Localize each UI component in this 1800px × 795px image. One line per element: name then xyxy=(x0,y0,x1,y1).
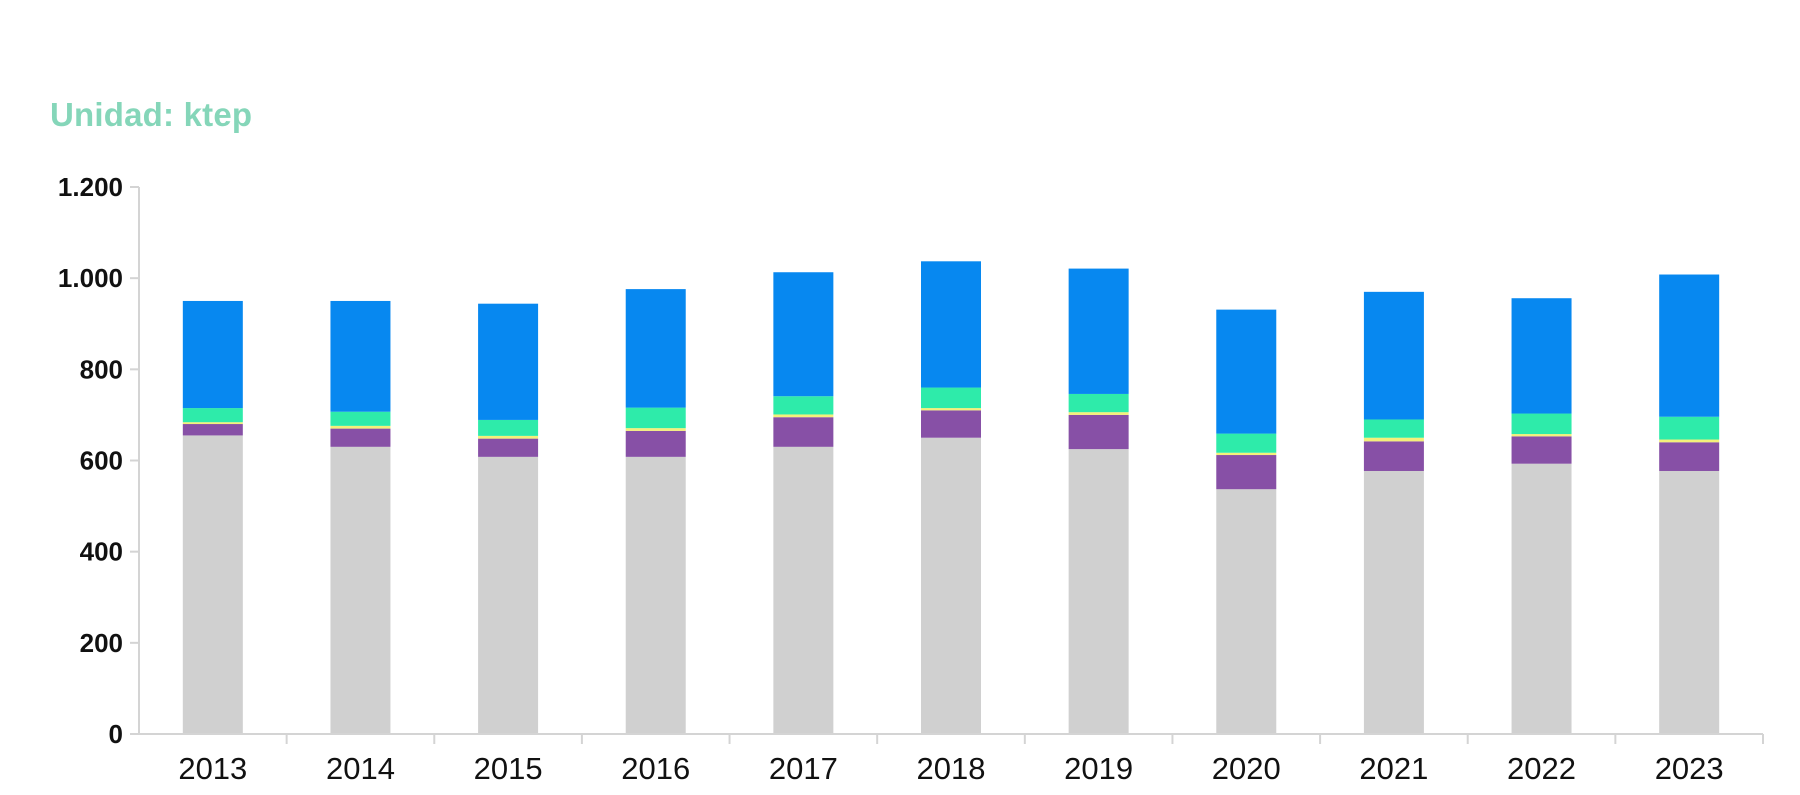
bar-segment-2020-series-3 xyxy=(1216,452,1277,456)
bar-segment-2021-series-3 xyxy=(1363,437,1424,442)
y-tick-label: 1.200 xyxy=(58,172,123,202)
bar-segment-2017-series-5 xyxy=(773,272,834,397)
x-tick-label: 2021 xyxy=(1359,751,1428,786)
x-tick-label: 2018 xyxy=(917,751,986,786)
x-tick-label: 2022 xyxy=(1507,751,1576,786)
y-tick-label: 200 xyxy=(80,628,123,658)
bar-segment-2023-series-4 xyxy=(1659,416,1720,440)
bar-segment-2016-series-5 xyxy=(625,289,686,408)
bar-segment-2021-series-5 xyxy=(1363,291,1424,420)
bar-segment-2016-series-2 xyxy=(625,430,686,457)
y-tick-label: 400 xyxy=(80,537,123,567)
bar-segment-2016-series-4 xyxy=(625,407,686,429)
bar-segment-2013-series-4 xyxy=(182,408,243,423)
bar-segment-2022-series-4 xyxy=(1511,413,1572,435)
y-tick-label: 0 xyxy=(109,719,123,749)
bar-segment-2018-series-2 xyxy=(921,410,981,438)
bars-group xyxy=(182,261,1720,734)
bar-segment-2020-series-5 xyxy=(1216,309,1277,434)
bar-segment-2014-series-3 xyxy=(330,425,391,429)
bar-segment-2018-series-4 xyxy=(921,387,981,409)
bar-segment-2017-series-3 xyxy=(773,414,834,418)
bar-segment-2016-series-3 xyxy=(625,428,686,431)
bar-segment-2019-series-2 xyxy=(1068,414,1129,450)
bar-segment-2017-series-4 xyxy=(773,396,834,415)
unit-label: Unidad: ktep xyxy=(50,96,253,133)
bar-segment-2021-series-2 xyxy=(1363,441,1424,471)
bar-segment-2020-series-2 xyxy=(1216,455,1277,490)
bar-segment-2021-series-4 xyxy=(1363,419,1424,438)
y-tick-label: 1.000 xyxy=(58,263,123,293)
bar-segment-2022-series-2 xyxy=(1511,436,1572,464)
bar-segment-2019-series-3 xyxy=(1068,412,1129,415)
y-ticks-group: 0 200 400 600 800 1.000 1.200 xyxy=(58,172,139,749)
bar-segment-2021-series-1 xyxy=(1363,470,1424,734)
bar-segment-2016-series-1 xyxy=(625,456,686,734)
bar-segment-2013-series-5 xyxy=(182,300,243,409)
bar-segment-2020-series-4 xyxy=(1216,433,1277,453)
bar-segment-2013-series-2 xyxy=(182,424,243,436)
bar-segment-2015-series-5 xyxy=(478,303,539,420)
x-tick-label: 2014 xyxy=(326,751,395,786)
bar-segment-2017-series-2 xyxy=(773,417,834,447)
bar-segment-2022-series-1 xyxy=(1511,463,1572,734)
y-tick-label: 800 xyxy=(80,354,123,384)
bar-segment-2019-series-4 xyxy=(1068,393,1129,413)
bar-segment-2023-series-1 xyxy=(1659,470,1720,734)
bar-segment-2014-series-1 xyxy=(330,446,391,734)
bar-segment-2023-series-2 xyxy=(1659,442,1720,471)
bar-segment-2023-series-3 xyxy=(1659,439,1720,443)
bar-segment-2022-series-5 xyxy=(1511,298,1572,414)
bar-segment-2020-series-1 xyxy=(1216,489,1277,734)
bar-segment-2019-series-1 xyxy=(1068,449,1129,734)
bar-segment-2015-series-2 xyxy=(478,438,539,457)
bar-segment-2014-series-5 xyxy=(330,300,391,412)
x-tick-label: 2019 xyxy=(1064,751,1133,786)
x-tick-label: 2023 xyxy=(1655,751,1724,786)
bar-segment-2018-series-5 xyxy=(921,261,981,388)
y-tick-label: 600 xyxy=(80,446,123,476)
bar-segment-2023-series-5 xyxy=(1659,274,1720,417)
bar-segment-2015-series-1 xyxy=(478,456,539,734)
x-tick-label: 2013 xyxy=(178,751,247,786)
x-ticks-group: 2013 2014 2015 2016 2017 2018 2019 2020 2021 2022… xyxy=(178,734,1764,786)
x-tick-label: 2020 xyxy=(1212,751,1281,786)
bar-segment-2013-series-1 xyxy=(182,435,243,734)
bar-segment-2014-series-2 xyxy=(330,428,391,447)
x-tick-label: 2016 xyxy=(621,751,690,786)
bar-segment-2022-series-3 xyxy=(1511,434,1572,437)
x-tick-label: 2017 xyxy=(769,751,838,786)
bar-segment-2018-series-3 xyxy=(921,408,981,411)
x-tick-label: 2015 xyxy=(474,751,543,786)
bar-segment-2017-series-1 xyxy=(773,446,834,734)
bar-segment-2014-series-4 xyxy=(330,411,391,426)
bar-segment-2013-series-3 xyxy=(182,422,243,425)
bar-segment-2018-series-1 xyxy=(921,437,981,734)
bar-segment-2019-series-5 xyxy=(1068,268,1129,394)
bar-segment-2015-series-3 xyxy=(478,435,539,439)
bar-segment-2015-series-4 xyxy=(478,419,539,436)
